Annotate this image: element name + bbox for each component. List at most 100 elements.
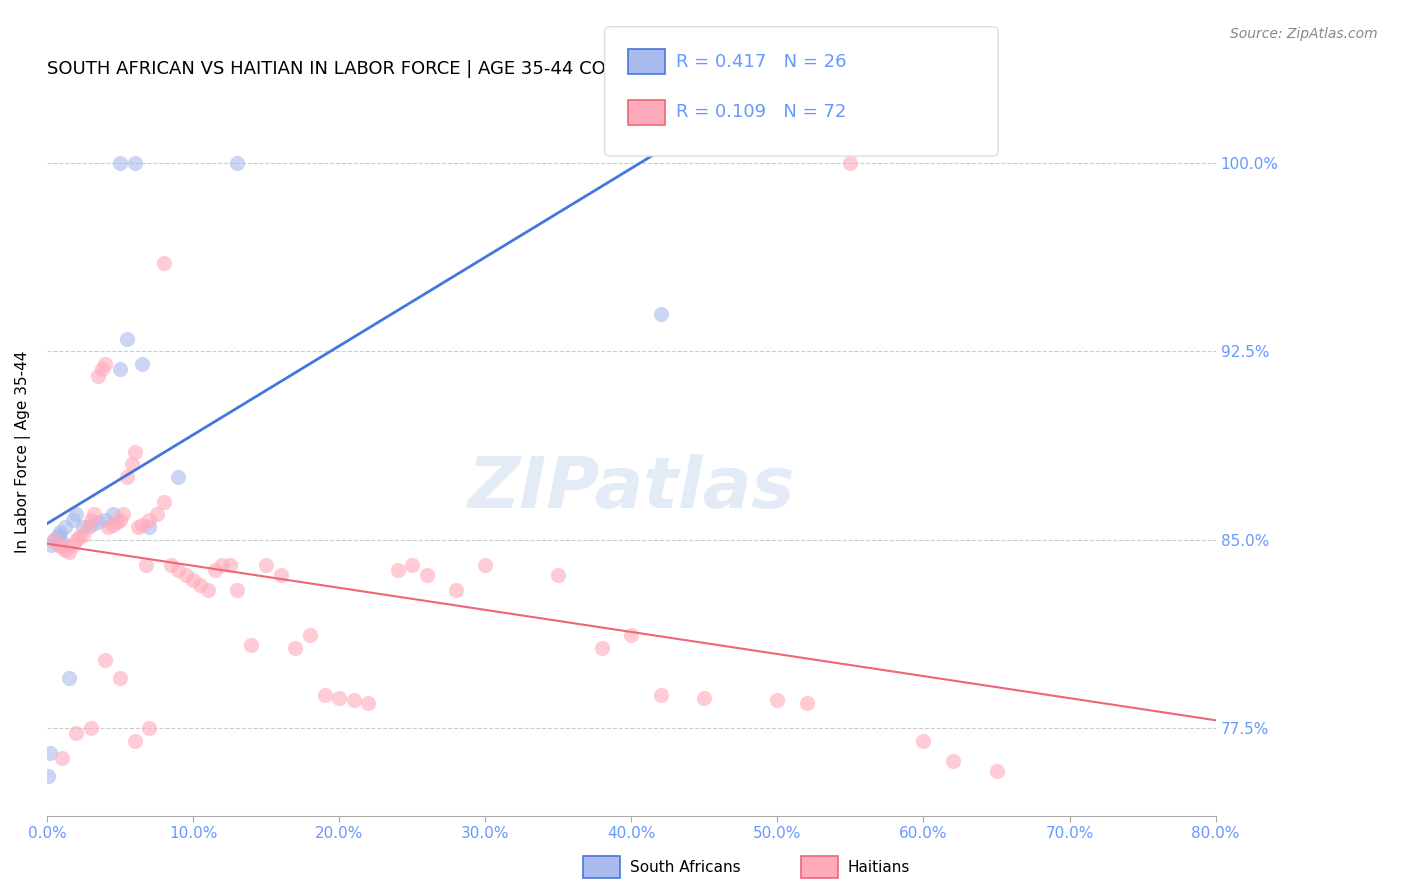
Point — [650, 307, 672, 321]
Point — [145, 508, 167, 522]
Point — [693, 690, 716, 705]
Point — [591, 640, 613, 655]
Point — [401, 558, 423, 572]
Point — [444, 582, 467, 597]
Point — [58, 545, 80, 559]
Point — [72, 527, 94, 541]
Point — [87, 369, 110, 384]
Point — [91, 361, 114, 376]
Point — [80, 517, 103, 532]
Point — [41, 538, 63, 552]
Point — [117, 470, 139, 484]
Point — [58, 671, 80, 685]
Point — [167, 470, 190, 484]
Point — [343, 693, 366, 707]
Point — [94, 512, 117, 526]
Point — [131, 517, 153, 532]
Point — [48, 527, 70, 541]
Point — [117, 332, 139, 346]
Point — [416, 567, 439, 582]
Point — [298, 628, 321, 642]
Point — [204, 563, 226, 577]
Point — [942, 754, 965, 768]
Point — [101, 508, 124, 522]
Text: Source: ZipAtlas.com: Source: ZipAtlas.com — [1230, 27, 1378, 41]
Point — [211, 558, 233, 572]
Point — [44, 533, 66, 547]
Point — [108, 156, 131, 170]
Point — [127, 520, 149, 534]
Point — [94, 357, 117, 371]
Text: ZIPatlas: ZIPatlas — [468, 454, 794, 523]
Point — [97, 520, 120, 534]
Point — [766, 693, 789, 707]
Point — [218, 558, 240, 572]
Point — [46, 530, 69, 544]
Point — [53, 542, 76, 557]
Point — [474, 558, 496, 572]
Point — [153, 256, 176, 270]
Point — [190, 578, 212, 592]
Point — [87, 515, 110, 529]
Point — [181, 573, 204, 587]
Point — [105, 515, 128, 529]
Point — [101, 517, 124, 532]
Point — [240, 638, 263, 652]
Point — [124, 733, 146, 747]
Point — [160, 558, 183, 572]
Text: South Africans: South Africans — [630, 860, 741, 874]
Point — [124, 444, 146, 458]
Point — [62, 538, 84, 552]
Point — [65, 508, 87, 522]
Point — [108, 361, 131, 376]
Point — [94, 653, 117, 667]
Point — [65, 726, 87, 740]
Point — [225, 156, 247, 170]
Point — [111, 508, 134, 522]
Point — [138, 721, 160, 735]
Point — [284, 640, 307, 655]
Y-axis label: In Labor Force | Age 35-44: In Labor Force | Age 35-44 — [15, 351, 31, 553]
Point — [38, 746, 60, 760]
Point — [131, 357, 153, 371]
Point — [77, 520, 100, 534]
Point — [986, 764, 1008, 778]
Point — [225, 582, 247, 597]
Point — [328, 690, 350, 705]
Point — [83, 508, 105, 522]
Point — [650, 689, 672, 703]
Point — [197, 582, 219, 597]
Point — [174, 567, 197, 582]
Point — [51, 535, 73, 549]
Point — [44, 533, 66, 547]
Point — [124, 156, 146, 170]
Point — [357, 696, 380, 710]
Point — [138, 520, 160, 534]
Point — [912, 733, 935, 747]
Point — [796, 696, 818, 710]
Point — [51, 751, 73, 765]
Point — [62, 512, 84, 526]
Point — [135, 558, 157, 572]
Point — [839, 156, 862, 170]
Point — [51, 540, 73, 554]
Point — [108, 512, 131, 526]
Text: Haitians: Haitians — [848, 860, 910, 874]
Point — [387, 563, 409, 577]
Point — [121, 457, 143, 471]
Point — [80, 721, 103, 735]
Point — [67, 530, 90, 544]
Point — [547, 567, 569, 582]
Point — [254, 558, 277, 572]
Point — [153, 495, 176, 509]
Point — [37, 769, 59, 783]
Point — [314, 689, 336, 703]
Point — [48, 538, 70, 552]
Point — [620, 628, 643, 642]
Text: R = 0.109   N = 72: R = 0.109 N = 72 — [676, 103, 846, 121]
Point — [72, 520, 94, 534]
Text: SOUTH AFRICAN VS HAITIAN IN LABOR FORCE | AGE 35-44 CORRELATION CHART: SOUTH AFRICAN VS HAITIAN IN LABOR FORCE … — [46, 60, 773, 78]
Point — [108, 671, 131, 685]
Point — [49, 524, 72, 539]
Point — [80, 512, 103, 526]
